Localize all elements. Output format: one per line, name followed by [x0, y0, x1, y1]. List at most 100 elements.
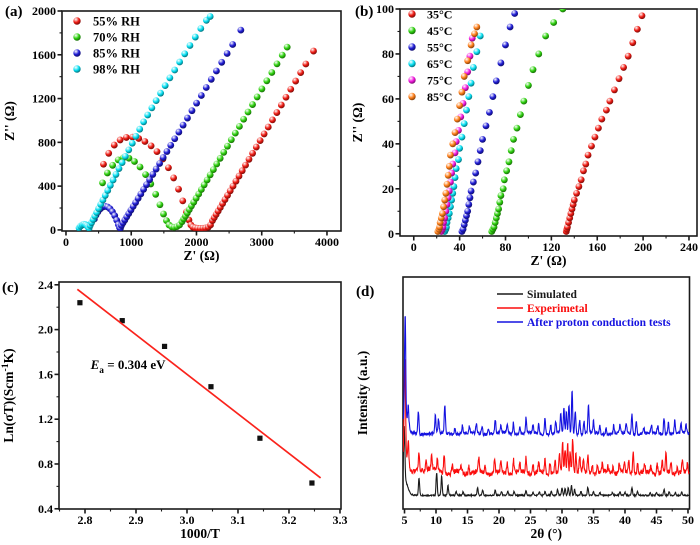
- data-point: [109, 176, 117, 184]
- data-point: [116, 136, 124, 144]
- data-point: [252, 143, 260, 151]
- svg-text:50: 50: [682, 513, 694, 527]
- data-point: [119, 318, 125, 324]
- svg-text:1200: 1200: [32, 92, 56, 106]
- data-point: [535, 50, 543, 58]
- data-point: [143, 181, 150, 189]
- data-point: [502, 41, 509, 49]
- series-experimetal: [403, 359, 690, 478]
- data-point: [465, 93, 473, 101]
- data-point: [525, 82, 532, 89]
- data-point: [486, 108, 493, 116]
- data-point: [206, 13, 214, 20]
- fit-line: [76, 288, 322, 479]
- svg-text:20: 20: [493, 513, 505, 527]
- data-point: [245, 155, 253, 163]
- data-point: [165, 164, 172, 172]
- data-point: [460, 73, 468, 80]
- data-point: [611, 86, 618, 94]
- data-point: [573, 189, 580, 197]
- data-point: [237, 26, 245, 34]
- data-point: [144, 111, 152, 119]
- panel-c-chart: 2.8 2.9 3.0 3.1 3.2 3.3 0.4 0.8 1.2 1.6 2.0 2.4 1000…: [0, 278, 347, 541]
- series-ln-t-data: [77, 300, 315, 486]
- data-point: [156, 201, 164, 209]
- data-point: [159, 154, 167, 161]
- data-point: [598, 115, 606, 123]
- data-point: [188, 107, 196, 115]
- data-point: [224, 142, 231, 150]
- data-point: [441, 196, 449, 204]
- svg-text:55°C: 55°C: [427, 41, 452, 55]
- data-point: [466, 194, 474, 202]
- data-point: [141, 138, 149, 145]
- svg-text:80: 80: [499, 240, 511, 254]
- data-point: [167, 141, 175, 149]
- panel-a-nyquist-rh: (a) 0 1000 2000 3000 4000 0 400 800 1200 1600 2000…: [0, 0, 350, 273]
- data-point: [287, 85, 295, 93]
- data-point: [489, 93, 497, 101]
- data-point: [236, 122, 243, 130]
- data-point: [122, 134, 130, 141]
- data-point: [455, 156, 462, 163]
- data-point: [444, 171, 452, 179]
- panel-b-nyquist-temperature: (b) 0 40 80 120 160 200 240 0 20 40 60 80 100 Z' (Ω) Z…: [350, 0, 700, 273]
- data-point: [269, 116, 276, 124]
- data-point: [153, 148, 161, 156]
- series-98-rh: [75, 13, 214, 231]
- data-point: [209, 166, 217, 173]
- panel-c-axes: [54, 281, 342, 514]
- data-point: [100, 160, 107, 168]
- series-simulated: [403, 425, 690, 499]
- data-point: [235, 172, 243, 180]
- data-point: [633, 25, 641, 33]
- legend-marker: [408, 59, 416, 68]
- data-point: [115, 165, 123, 173]
- data-point: [223, 50, 231, 57]
- data-point: [473, 23, 481, 31]
- data-point: [496, 198, 504, 206]
- data-point: [594, 124, 602, 132]
- xrd-trace: [403, 425, 690, 499]
- data-point: [203, 176, 211, 184]
- data-point: [166, 74, 174, 82]
- data-point: [146, 176, 154, 184]
- data-point: [620, 64, 628, 71]
- data-point: [171, 66, 179, 74]
- svg-text:Intensity (a.u.): Intensity (a.u.): [355, 351, 370, 435]
- data-point: [629, 39, 637, 47]
- data-point: [104, 169, 111, 177]
- svg-text:400: 400: [38, 179, 56, 193]
- svg-text:3000: 3000: [250, 235, 274, 249]
- data-point: [310, 47, 317, 55]
- data-point: [464, 57, 472, 65]
- data-point: [242, 161, 249, 169]
- data-point: [277, 101, 285, 109]
- data-point: [492, 77, 500, 85]
- data-point: [467, 187, 475, 195]
- svg-text:35: 35: [587, 513, 599, 527]
- data-point: [208, 384, 214, 390]
- series-35-c: [562, 12, 646, 235]
- svg-text:Simulated: Simulated: [527, 289, 577, 301]
- svg-text:40: 40: [382, 137, 394, 151]
- svg-text:3.3: 3.3: [332, 513, 347, 527]
- panel-c-arrhenius-plot: (c) 2.8 2.9 3.0 3.1 3.2 3.3 0.4 0.8 1.2 1.6 2.0 2.4…: [0, 272, 350, 545]
- data-point: [125, 146, 133, 154]
- data-point: [615, 75, 623, 83]
- data-point: [227, 136, 235, 144]
- svg-text:85°C: 85°C: [427, 90, 452, 104]
- data-point: [302, 60, 310, 68]
- data-point: [128, 139, 136, 147]
- data-point: [440, 203, 447, 211]
- data-point: [570, 196, 578, 204]
- data-point: [175, 128, 183, 136]
- svg-text:55% RH: 55% RH: [93, 15, 140, 29]
- data-point: [464, 207, 472, 215]
- data-point: [511, 10, 519, 17]
- data-point: [216, 154, 224, 162]
- data-point: [497, 59, 505, 67]
- xrd-trace: [403, 316, 690, 438]
- svg-text:After proton conduction tests: After proton conduction tests: [527, 317, 671, 329]
- legend-marker: [73, 49, 81, 57]
